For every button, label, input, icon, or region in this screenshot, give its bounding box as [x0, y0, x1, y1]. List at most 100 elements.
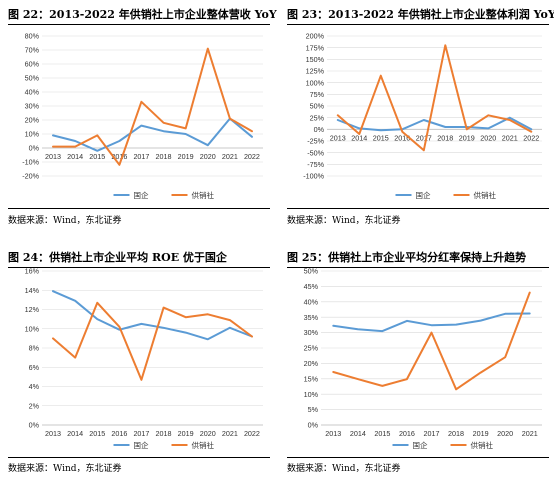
x-tick-label: 2017 [416, 133, 432, 142]
chart-source: 数据来源：Wind，东北证券 [287, 464, 401, 474]
chart-source: 数据来源：Wind，东北证券 [8, 464, 122, 474]
y-tick-label: 25% [304, 344, 319, 353]
x-tick-label: 2019 [473, 429, 489, 438]
chart-title: 图 24：供销社上市企业平均 ROE 优于国企 [8, 251, 227, 264]
series-line [332, 291, 531, 391]
y-tick-label: 35% [304, 313, 319, 322]
y-tick-label: 40% [25, 88, 40, 97]
x-tick-label: 2014 [67, 152, 83, 161]
y-tick-label: 50% [304, 267, 319, 276]
y-tick-label: -20% [22, 172, 39, 181]
chart-svg: 0% 5% 10% 15% 20% 25% 30% 35% 40% 45% 50% 2013 2014 2… [304, 267, 542, 450]
x-tick-label: 2020 [480, 133, 496, 142]
x-tick-label: 2022 [244, 429, 260, 438]
y-tick-label: 10% [25, 130, 40, 139]
x-tick-label: 2022 [523, 133, 539, 142]
x-tick-label: 2016 [394, 133, 410, 142]
y-tick-label: 14% [25, 286, 40, 295]
y-tick-label: 6% [29, 363, 40, 372]
chart-svg: 0% 2% 4% 6% 8% 10% 12% 14% 16% 2013 2014 2015 2016 20… [25, 267, 263, 450]
source-rule [287, 457, 549, 458]
chart-svg: -100% -75% -50% -25% 0% 25% 50% 75% 100% 125% 150%… [303, 32, 542, 200]
y-tick-label: 0% [314, 125, 325, 134]
x-tick-label: 2017 [424, 429, 440, 438]
title-rule [287, 24, 549, 25]
y-tick-label: 30% [25, 102, 40, 111]
x-tick-label: 2014 [350, 429, 366, 438]
x-tick-label: 2013 [45, 152, 61, 161]
x-tick-label: 2021 [222, 152, 238, 161]
chart-source: 数据来源：Wind，东北证券 [8, 216, 122, 226]
x-tick-label: 2013 [45, 429, 61, 438]
y-tick-label: 175% [306, 43, 325, 52]
source-rule [8, 208, 270, 209]
y-tick-label: 60% [25, 60, 40, 69]
series-line [52, 290, 253, 341]
y-tick-label: 10% [25, 324, 40, 333]
x-tick-label: 2016 [399, 429, 415, 438]
y-tick-label: 2% [29, 401, 40, 410]
y-tick-label: 70% [25, 46, 40, 55]
legend-label: 国企 [134, 190, 149, 200]
series-line [336, 44, 533, 152]
y-tick-label: 100% [306, 78, 325, 87]
x-tick-label: 2013 [325, 429, 341, 438]
series-line [52, 47, 253, 166]
y-tick-label: 8% [29, 344, 40, 353]
x-tick-label: 2021 [522, 429, 538, 438]
y-tick-label: 25% [310, 113, 325, 122]
y-tick-label: 16% [25, 267, 40, 276]
y-tick-label: 12% [25, 305, 40, 314]
y-tick-label: 0% [29, 144, 40, 153]
x-tick-label: 2016 [111, 429, 127, 438]
x-tick-label: 2014 [67, 429, 83, 438]
chart-title: 图 25：供销社上市企业平均分红率保持上升趋势 [287, 251, 527, 264]
x-tick-label: 2018 [156, 152, 172, 161]
y-tick-label: -100% [303, 172, 324, 181]
title-rule [8, 24, 270, 25]
y-tick-label: 80% [25, 32, 40, 41]
x-tick-label: 2015 [89, 152, 105, 161]
x-tick-label: 2018 [448, 429, 464, 438]
y-tick-label: 150% [306, 55, 325, 64]
series-line [52, 301, 253, 381]
legend-label: 国企 [134, 440, 149, 450]
x-tick-label: 2018 [437, 133, 453, 142]
y-tick-label: 125% [306, 67, 325, 76]
y-tick-label: 75% [310, 90, 325, 99]
source-rule [287, 208, 549, 209]
chart-svg: -20% -10% 0% 10% 20% 30% 40% 50% 60% 70% 80% 2013 20… [22, 32, 263, 200]
y-tick-label: 0% [29, 421, 40, 430]
x-tick-label: 2021 [502, 133, 518, 142]
series-line [52, 117, 253, 152]
x-tick-label: 2018 [156, 429, 172, 438]
x-tick-label: 2019 [178, 429, 194, 438]
x-tick-label: 2013 [330, 133, 346, 142]
legend-label: 国企 [413, 440, 428, 450]
y-tick-label: 30% [304, 328, 319, 337]
y-tick-label: 10% [304, 390, 319, 399]
legend-label: 国企 [416, 190, 431, 200]
x-tick-label: 2015 [89, 429, 105, 438]
legend-label: 供销社 [192, 440, 215, 450]
x-tick-label: 2014 [351, 133, 367, 142]
title-rule [8, 267, 270, 268]
x-tick-label: 2019 [178, 152, 194, 161]
legend-label: 供销社 [471, 440, 494, 450]
legend-label: 供销社 [192, 190, 215, 200]
x-tick-label: 2015 [373, 133, 389, 142]
legend-label: 供销社 [474, 190, 497, 200]
chart-title: 图 23：2013-2022 年供销社上市企业整体利润 YoY [287, 8, 554, 21]
y-tick-label: -10% [22, 158, 39, 167]
x-tick-label: 2019 [459, 133, 475, 142]
y-tick-label: 0% [308, 421, 319, 430]
y-tick-label: -25% [307, 137, 324, 146]
chart-source: 数据来源：Wind，东北证券 [287, 216, 401, 226]
title-rule [287, 267, 549, 268]
x-tick-label: 2015 [374, 429, 390, 438]
x-tick-label: 2022 [244, 152, 260, 161]
y-tick-label: 50% [25, 74, 40, 83]
y-tick-label: 45% [304, 282, 319, 291]
x-tick-label: 2017 [133, 152, 149, 161]
y-tick-label: 15% [304, 374, 319, 383]
